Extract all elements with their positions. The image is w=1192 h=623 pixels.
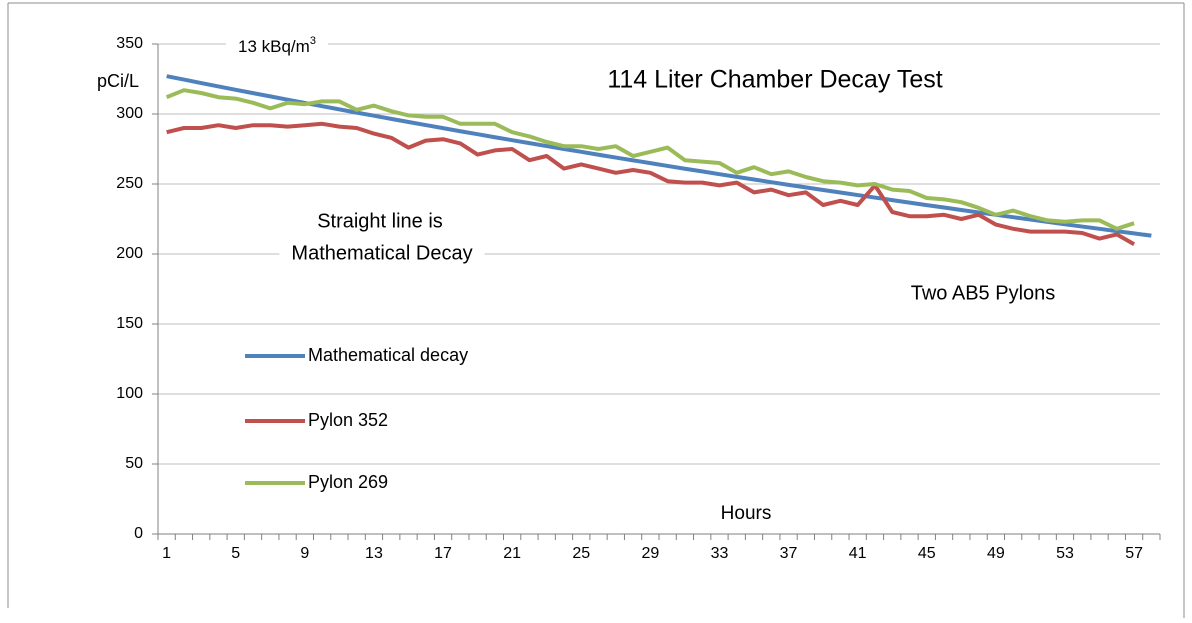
x-tick-label: 29 xyxy=(641,545,659,562)
legend-label: Mathematical decay xyxy=(308,345,468,365)
legend-label: Pylon 352 xyxy=(308,410,388,430)
x-tick-label: 5 xyxy=(231,545,240,562)
label-background xyxy=(898,280,1068,307)
annotation: 13 kBq/m3 xyxy=(238,35,316,57)
x-tick-label: 45 xyxy=(918,545,936,562)
series-line xyxy=(166,74,1152,238)
label-background xyxy=(305,208,455,235)
label-background xyxy=(296,469,401,494)
x-tick-label: 41 xyxy=(849,545,867,562)
x-tick-label: 1 xyxy=(162,545,171,562)
label-background xyxy=(84,68,152,93)
x-tick-label: 17 xyxy=(434,545,452,562)
x-tick-label: 33 xyxy=(711,545,729,562)
annotation: Straight line is xyxy=(317,210,443,232)
annotation-superscript: 3 xyxy=(310,35,316,47)
series-line xyxy=(165,88,1135,231)
label-background xyxy=(226,32,328,59)
x-tick-label: 57 xyxy=(1125,545,1143,562)
labels: 0 50 100 150 200 250 300 350 1 5 9 13 17 21 25 29 33 37 41… xyxy=(84,32,1143,562)
x-axis-label: Hours xyxy=(721,503,772,524)
y-axis-label: pCi/L xyxy=(97,71,139,91)
x-tick-label: 9 xyxy=(300,545,309,562)
annotation: Mathematical Decay xyxy=(291,242,472,264)
y-tick-label: 150 xyxy=(116,315,143,332)
x-tick-label: 53 xyxy=(1056,545,1074,562)
label-background xyxy=(296,407,401,432)
y-tick-label: 300 xyxy=(116,105,143,122)
y-tick-label: 50 xyxy=(125,455,143,472)
series-line xyxy=(166,121,1136,246)
annotation-text: 13 kBq/m xyxy=(238,37,310,56)
label-background xyxy=(708,501,784,527)
plot xyxy=(165,74,1152,246)
label-background xyxy=(595,63,955,96)
y-tick-label: 200 xyxy=(116,245,143,262)
x-tick-label: 37 xyxy=(780,545,798,562)
chart-title: 114 Liter Chamber Decay Test xyxy=(607,66,942,94)
y-tick-label: 0 xyxy=(134,525,143,542)
x-tick-label: 25 xyxy=(572,545,590,562)
y-tick-label: 100 xyxy=(116,385,143,402)
label-background xyxy=(279,240,485,267)
x-tick-label: 13 xyxy=(365,545,383,562)
annotation: Two AB5 Pylons xyxy=(911,282,1056,304)
legend-label: Pylon 269 xyxy=(308,472,388,492)
x-tick-label: 21 xyxy=(503,545,521,562)
y-tick-label: 350 xyxy=(116,35,143,52)
label-background xyxy=(296,342,481,367)
x-tick-label: 49 xyxy=(987,545,1005,562)
y-tick-label: 250 xyxy=(116,175,143,192)
